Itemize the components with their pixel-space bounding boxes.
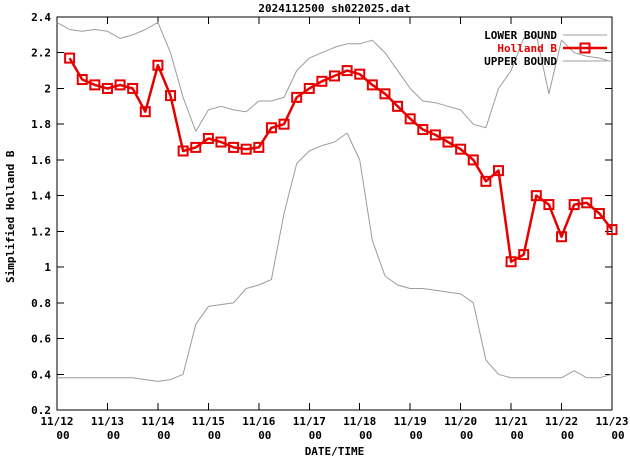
x-tick-label: 11/22 bbox=[545, 415, 578, 428]
data-point-marker bbox=[190, 141, 202, 153]
series-line-upper-bound bbox=[56, 21, 613, 132]
data-point-marker bbox=[543, 199, 555, 211]
data-point-marker bbox=[480, 175, 492, 187]
x-tick-label: 11/13 bbox=[91, 415, 124, 428]
data-point-marker bbox=[316, 75, 328, 87]
legend-label-lower-bound: LOWER BOUND bbox=[484, 29, 557, 42]
x-tick-sublabel: 00 bbox=[258, 429, 271, 442]
x-tick-sublabel: 00 bbox=[460, 429, 473, 442]
x-tick-sublabel: 00 bbox=[359, 429, 372, 442]
y-tick-label: 0.4 bbox=[31, 368, 51, 381]
x-tick-label: 11/15 bbox=[192, 415, 225, 428]
data-point-marker bbox=[228, 141, 240, 153]
y-tick-label: 2.2 bbox=[31, 47, 51, 60]
data-point-marker bbox=[291, 91, 303, 103]
data-point-marker bbox=[442, 136, 454, 148]
y-tick-label: 2.4 bbox=[31, 11, 51, 24]
series-line-lower-bound bbox=[57, 132, 613, 382]
x-tick-label: 11/21 bbox=[495, 415, 528, 428]
series-line-holland-b bbox=[68, 57, 613, 263]
data-point-marker bbox=[152, 59, 164, 71]
data-point-marker bbox=[64, 52, 76, 64]
data-point-marker bbox=[114, 79, 126, 91]
y-tick-label: 1 bbox=[44, 261, 51, 274]
data-point-marker bbox=[530, 190, 542, 202]
y-tick-label: 1.8 bbox=[31, 118, 51, 131]
data-point-marker bbox=[417, 124, 429, 136]
x-tick-label: 11/20 bbox=[444, 415, 477, 428]
data-point-marker bbox=[329, 70, 340, 82]
data-point-marker bbox=[341, 65, 353, 77]
y-tick-label: 2 bbox=[44, 82, 51, 95]
data-point-marker bbox=[492, 165, 504, 177]
y-tick-label: 1.2 bbox=[31, 225, 51, 238]
x-tick-sublabel: 00 bbox=[561, 429, 574, 442]
x-tick-sublabel: 00 bbox=[611, 429, 624, 442]
x-tick-sublabel: 00 bbox=[510, 429, 523, 442]
data-point-marker bbox=[354, 68, 366, 80]
data-point-marker bbox=[392, 100, 404, 112]
y-tick-label: 0.6 bbox=[31, 333, 51, 346]
x-tick-sublabel: 00 bbox=[107, 429, 120, 442]
data-point-marker bbox=[278, 118, 290, 130]
y-tick-label: 0.2 bbox=[31, 404, 51, 417]
data-point-marker bbox=[265, 122, 277, 134]
x-tick-label: 11/12 bbox=[40, 415, 73, 428]
data-point-marker bbox=[518, 249, 530, 261]
x-tick-sublabel: 00 bbox=[208, 429, 221, 442]
chart-title: 2024112500 sh022025.dat bbox=[258, 2, 411, 15]
data-point-marker bbox=[593, 208, 605, 219]
data-point-marker bbox=[89, 79, 101, 91]
x-tick-sublabel: 00 bbox=[309, 429, 322, 442]
data-point-marker bbox=[253, 141, 265, 153]
data-point-marker bbox=[177, 145, 189, 157]
y-tick-label: 1.4 bbox=[31, 190, 51, 203]
data-point-marker bbox=[556, 231, 568, 243]
data-point-marker bbox=[404, 113, 416, 125]
x-tick-label: 11/23 bbox=[595, 415, 628, 428]
data-point-marker bbox=[76, 74, 88, 86]
legend-label-upper-bound: UPPER BOUND bbox=[484, 55, 557, 68]
x-tick-sublabel: 00 bbox=[157, 429, 170, 442]
data-point-marker bbox=[101, 82, 113, 94]
y-tick-label: 0.8 bbox=[31, 297, 51, 310]
x-tick-label: 11/16 bbox=[242, 415, 275, 428]
x-tick-label: 11/18 bbox=[343, 415, 376, 428]
data-point-marker bbox=[240, 143, 252, 155]
data-point-marker bbox=[568, 199, 580, 211]
y-tick-label: 1.6 bbox=[31, 154, 51, 167]
data-point-marker bbox=[581, 197, 593, 209]
data-point-marker bbox=[127, 82, 139, 94]
data-point-marker bbox=[455, 143, 467, 155]
x-tick-label: 11/17 bbox=[293, 415, 326, 428]
x-tick-sublabel: 00 bbox=[410, 429, 423, 442]
data-point-marker bbox=[379, 88, 391, 100]
data-point-marker bbox=[165, 90, 177, 102]
data-point-marker bbox=[429, 129, 441, 141]
data-point-marker bbox=[202, 132, 214, 144]
plot-border bbox=[56, 16, 613, 411]
x-axis-label: DATE/TIME bbox=[304, 445, 365, 458]
legend-marker-sample bbox=[579, 42, 591, 54]
data-point-marker bbox=[215, 136, 227, 148]
data-point-marker bbox=[505, 256, 517, 268]
x-tick-sublabel: 00 bbox=[56, 429, 69, 442]
data-point-marker bbox=[467, 154, 479, 166]
data-point-marker bbox=[303, 82, 315, 94]
data-point-marker bbox=[139, 106, 151, 118]
legend-label-holland-b: Holland B bbox=[497, 42, 557, 55]
data-point-marker bbox=[606, 224, 618, 236]
x-tick-label: 11/19 bbox=[394, 415, 427, 428]
data-point-marker bbox=[366, 79, 378, 91]
x-tick-label: 11/14 bbox=[141, 415, 174, 428]
